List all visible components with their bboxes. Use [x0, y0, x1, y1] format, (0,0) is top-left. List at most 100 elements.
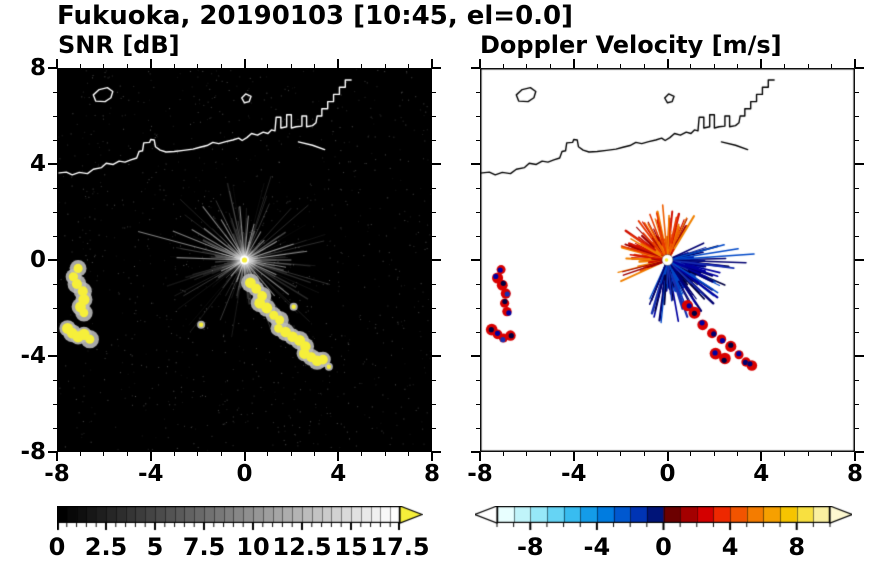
- axis-tick: [432, 187, 436, 189]
- axis-tick: [855, 187, 859, 189]
- axis-tick: [855, 283, 859, 285]
- axis-tick: [476, 91, 480, 93]
- axis-tick: [855, 331, 859, 333]
- axis-tick: [53, 187, 57, 189]
- axis-tick: [690, 64, 692, 68]
- axis-tick: [784, 452, 786, 456]
- axis-tick: [471, 451, 480, 453]
- axis-tick: [432, 259, 441, 261]
- axis-tick: [807, 64, 809, 68]
- axis-tick: [173, 64, 175, 68]
- axis-tick: [337, 59, 340, 68]
- snr-colorbar-tick-label: 17.5: [370, 533, 430, 561]
- axis-tick: [290, 452, 292, 456]
- axis-tick: [53, 427, 57, 429]
- axis-tick: [476, 187, 480, 189]
- axis-tick: [314, 452, 316, 456]
- y-axis-tick-label: -4: [20, 343, 46, 369]
- axis-tick: [53, 331, 57, 333]
- snr-colorbar-tick-label: 5: [146, 533, 164, 561]
- y-axis-tick-label: 8: [29, 55, 46, 81]
- axis-tick: [666, 452, 669, 461]
- axis-tick: [855, 211, 859, 213]
- axis-tick: [476, 307, 480, 309]
- axis-tick: [337, 452, 340, 461]
- axis-tick: [53, 211, 57, 213]
- axis-tick: [56, 59, 58, 68]
- axis-tick: [432, 451, 441, 453]
- axis-tick: [643, 64, 645, 68]
- axis-tick: [596, 452, 598, 456]
- axis-tick: [432, 283, 436, 285]
- axis-tick: [855, 259, 864, 261]
- axis-tick: [760, 452, 763, 461]
- axis-tick: [53, 115, 57, 117]
- axis-tick: [479, 452, 481, 461]
- axis-tick: [220, 452, 222, 456]
- axis-tick: [572, 59, 575, 68]
- snr-colorbar-tick-label: 12.5: [272, 533, 332, 561]
- axis-tick: [471, 355, 480, 357]
- axis-tick: [643, 452, 645, 456]
- axis-tick: [48, 259, 57, 261]
- axis-tick: [267, 452, 269, 456]
- axis-tick: [855, 91, 859, 93]
- axis-tick: [53, 91, 57, 93]
- axis-tick: [476, 331, 480, 333]
- axis-tick: [432, 139, 436, 141]
- axis-tick: [855, 235, 859, 237]
- axis-tick: [432, 115, 436, 117]
- axis-tick: [432, 163, 441, 165]
- axis-tick: [620, 452, 622, 456]
- axis-tick: [855, 379, 859, 381]
- doppler-colorbar-tick-label: -4: [583, 533, 611, 561]
- doppler-colorbar: [475, 506, 852, 532]
- axis-tick: [432, 427, 436, 429]
- axis-tick: [432, 307, 436, 309]
- axis-tick: [476, 427, 480, 429]
- axis-tick: [549, 452, 551, 456]
- axis-tick: [103, 64, 105, 68]
- axis-tick: [549, 64, 551, 68]
- axis-tick: [476, 379, 480, 381]
- axis-tick: [855, 67, 864, 69]
- axis-tick: [432, 331, 436, 333]
- x-axis-tick-label: -4: [137, 461, 164, 487]
- axis-tick: [471, 163, 480, 165]
- axis-tick: [53, 283, 57, 285]
- axis-tick: [620, 64, 622, 68]
- axis-tick: [173, 452, 175, 456]
- axis-tick: [220, 64, 222, 68]
- doppler-panel-title: Doppler Velocity [m/s]: [480, 31, 782, 59]
- snr-plot: [57, 68, 432, 452]
- axis-tick: [197, 64, 199, 68]
- axis-tick: [197, 452, 199, 456]
- page-title: Fukuoka, 20190103 [10:45, el=0.0]: [57, 1, 574, 31]
- snr-colorbar-tick-label: 2.5: [84, 533, 128, 561]
- axis-tick: [666, 59, 669, 68]
- y-axis-tick-label: 0: [29, 247, 46, 273]
- axis-tick: [79, 452, 81, 456]
- axis-tick: [408, 452, 410, 456]
- axis-tick: [432, 211, 436, 213]
- axis-tick: [53, 379, 57, 381]
- axis-tick: [476, 139, 480, 141]
- axis-tick: [526, 452, 528, 456]
- axis-tick: [526, 64, 528, 68]
- axis-tick: [855, 427, 859, 429]
- axis-tick: [572, 452, 575, 461]
- axis-tick: [48, 67, 57, 69]
- axis-tick: [476, 283, 480, 285]
- doppler-colorbar-tick-label: -8: [516, 533, 544, 561]
- x-axis-tick-label: 8: [846, 461, 864, 487]
- axis-tick: [384, 64, 386, 68]
- axis-tick: [431, 59, 433, 68]
- doppler-plot: [480, 68, 855, 452]
- axis-tick: [243, 452, 246, 461]
- axis-tick: [760, 59, 763, 68]
- snr-colorbar-tick-label: 15: [334, 533, 368, 561]
- snr-colorbar-tick-label: 0: [48, 533, 66, 561]
- axis-tick: [56, 452, 58, 461]
- x-axis-tick-label: 4: [330, 461, 347, 487]
